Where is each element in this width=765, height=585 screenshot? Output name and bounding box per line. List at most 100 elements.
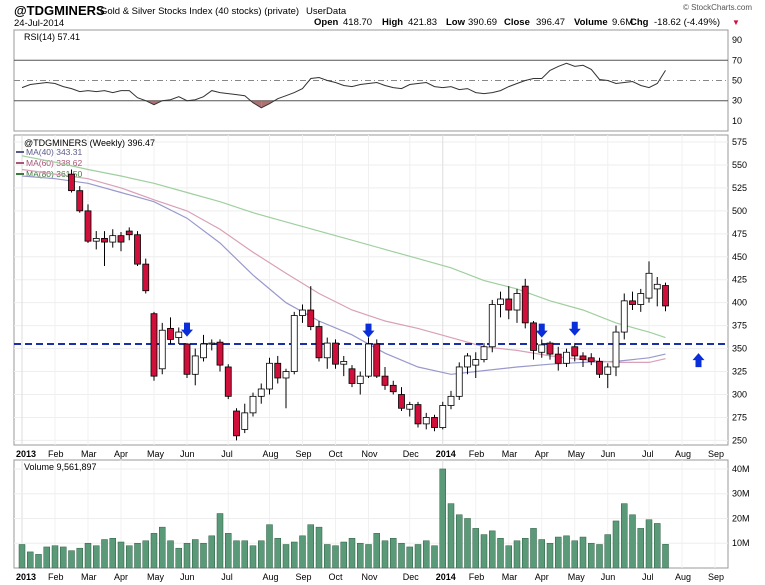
volume-bar xyxy=(365,544,372,569)
down-arrow-icon xyxy=(362,323,375,338)
chart-date: 24-Jul-2014 xyxy=(14,18,64,29)
price-x-tick-label: Aug xyxy=(263,449,279,459)
volume-x-tick-label: Sep xyxy=(708,572,724,582)
volume-bar xyxy=(299,535,306,569)
ohlc-open-label: Open xyxy=(314,17,338,28)
price-x-tick-label: Dec xyxy=(403,449,420,459)
candle-up xyxy=(365,343,372,377)
volume-bar xyxy=(60,546,67,569)
candle-down xyxy=(554,353,562,364)
candle-down xyxy=(274,362,282,379)
candle-up xyxy=(563,351,570,364)
candle-up xyxy=(266,362,273,390)
candle-down xyxy=(315,326,323,359)
price-x-tick-label: Jul xyxy=(221,449,233,459)
candle-up xyxy=(109,235,117,243)
volume-bar xyxy=(464,518,471,569)
price-tick-label: 475 xyxy=(732,229,747,239)
candle-down xyxy=(68,173,75,192)
candle-down xyxy=(101,238,108,243)
candle-down xyxy=(530,322,537,351)
volume-x-tick-label: Jul xyxy=(642,572,654,582)
candle-up xyxy=(422,417,430,425)
volume-bar xyxy=(406,546,413,569)
volume-bar xyxy=(200,542,207,569)
candle-up xyxy=(299,309,306,316)
ohlc-low-value: 390.69 xyxy=(468,17,497,28)
volume-bar xyxy=(84,542,92,569)
candle-down xyxy=(142,263,150,292)
volume-bar xyxy=(117,541,125,569)
candle-up xyxy=(158,329,166,370)
price-tick-label: 275 xyxy=(732,412,747,422)
volume-x-tick-label: Jun xyxy=(601,572,616,582)
volume-bar xyxy=(604,534,611,569)
ohlc-high-value: 421.83 xyxy=(408,17,437,28)
candle-down xyxy=(596,361,603,375)
volume-bar xyxy=(555,536,562,569)
price-x-tick-label: Oct xyxy=(329,449,344,459)
volume-bar xyxy=(183,542,191,569)
down-arrow-icon xyxy=(181,322,193,337)
candle-down xyxy=(521,285,529,324)
volume-bar xyxy=(291,541,298,569)
volume-bar xyxy=(571,540,578,569)
ohlc-volume-label: Volume xyxy=(574,17,608,28)
down-arrow-icon xyxy=(568,321,581,336)
price-tick-label: 500 xyxy=(732,206,747,216)
volume-bar xyxy=(167,540,174,569)
candle-up xyxy=(538,344,546,353)
volume-bar xyxy=(258,540,265,569)
volume-bar xyxy=(522,538,529,569)
volume-bar xyxy=(373,533,380,569)
price-x-tick-label: Apr xyxy=(114,449,128,459)
volume-bar xyxy=(596,544,603,569)
candle-down xyxy=(332,342,339,365)
volume-bar xyxy=(530,528,537,569)
volume-bar xyxy=(134,542,141,569)
volume-bar xyxy=(35,554,42,569)
rsi-title: RSI(14) 57.41 xyxy=(24,32,80,42)
chart-name: Gold & Silver Stocks Index (40 stocks) (… xyxy=(100,6,299,17)
volume-bar xyxy=(282,544,290,569)
candle-down xyxy=(125,230,133,236)
price-tick-label: 550 xyxy=(732,160,747,170)
volume-bar xyxy=(621,503,628,569)
volume-bar xyxy=(447,503,455,569)
volume-bar xyxy=(307,524,314,569)
volume-x-tick-label: Jun xyxy=(180,572,195,582)
volume-bar xyxy=(150,533,158,569)
volume-bar xyxy=(192,539,199,569)
candle-up xyxy=(488,304,496,348)
price-x-tick-label: 2014 xyxy=(436,449,456,459)
volume-x-tick-label: Feb xyxy=(469,572,485,582)
price-x-tick-label: 2013 xyxy=(16,449,36,459)
candle-up xyxy=(340,361,348,365)
price-x-tick-label: May xyxy=(147,449,165,459)
price-tick-label: 425 xyxy=(732,275,747,285)
ohlc-open-value: 418.70 xyxy=(343,17,372,28)
candle-up xyxy=(637,293,645,305)
volume-bar xyxy=(27,551,34,569)
ma40-line xyxy=(21,175,666,375)
candle-up xyxy=(249,395,257,414)
volume-x-tick-label: 2014 xyxy=(436,572,456,582)
volume-x-tick-label: 2013 xyxy=(16,572,36,582)
candle-up xyxy=(620,300,628,333)
volume-x-tick-label: Aug xyxy=(263,572,279,582)
price-x-tick-label: May xyxy=(568,449,586,459)
candle-down xyxy=(587,357,595,362)
candle-up xyxy=(447,395,455,406)
price-x-tick-label: Jul xyxy=(642,449,654,459)
volume-bar xyxy=(662,544,669,569)
price-tick-label: 250 xyxy=(732,435,747,445)
volume-bar xyxy=(513,540,521,569)
chg-down-arrow-icon: ▼ xyxy=(732,18,740,27)
volume-x-tick-label: Jul xyxy=(221,572,233,582)
price-tick-label: 325 xyxy=(732,367,747,377)
volume-x-tick-label: Aug xyxy=(675,572,691,582)
volume-bar xyxy=(101,539,108,569)
candle-up xyxy=(604,366,612,375)
ma80-line xyxy=(21,155,666,339)
rsi-tick-label: 50 xyxy=(732,76,742,86)
